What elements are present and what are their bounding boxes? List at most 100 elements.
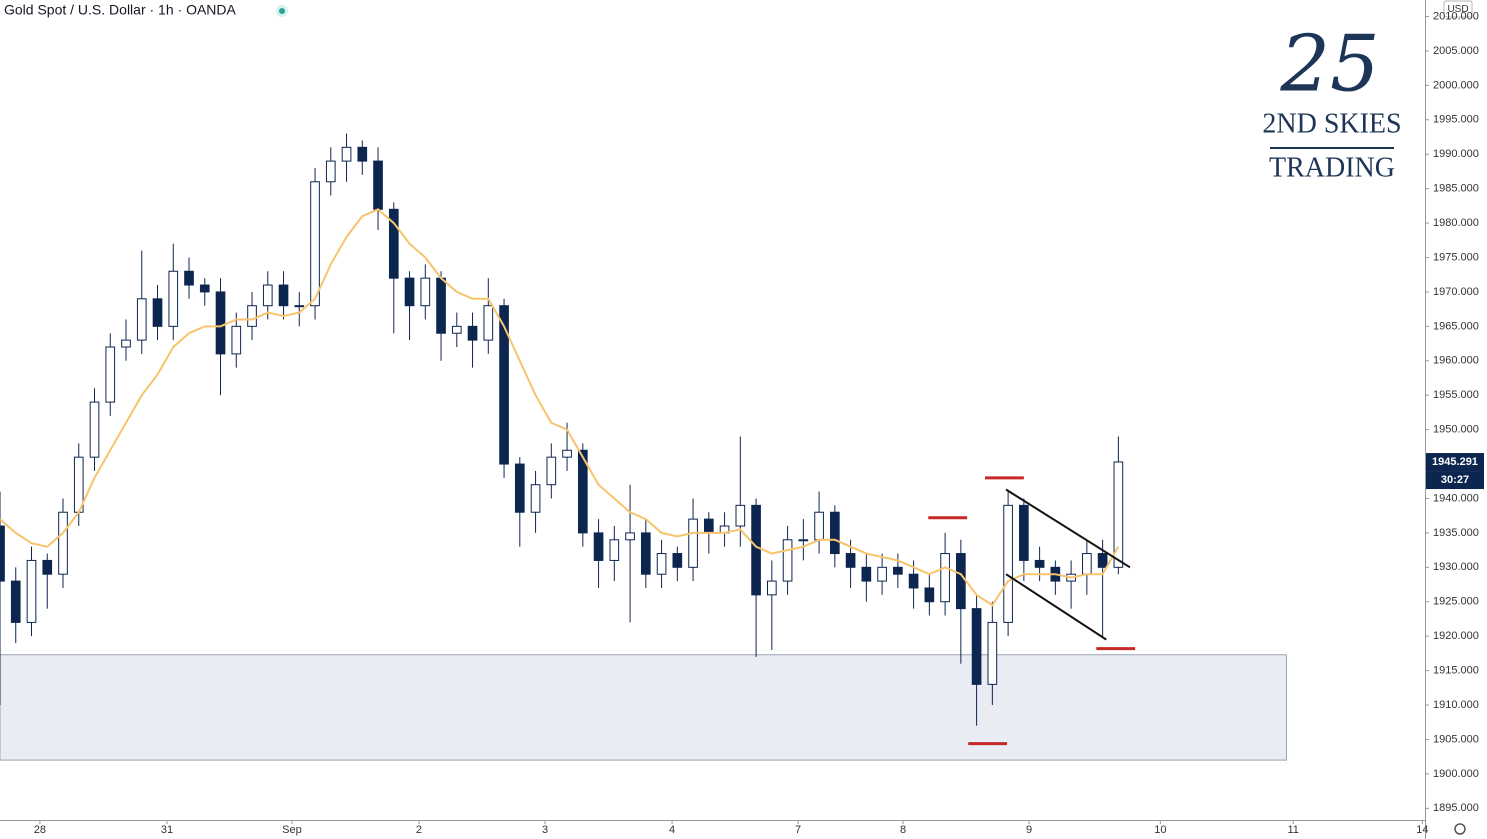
y-tick-label: 1970.000 [1433,286,1479,298]
candle-body [278,284,289,307]
candle-body [766,580,777,596]
y-tick-label: 1995.000 [1433,114,1479,126]
candle-body [152,298,163,327]
candle-body [89,401,100,458]
y-tick-label: 1935.000 [1433,527,1479,539]
channel-line [1005,573,1107,641]
candle-body [388,208,399,279]
candle-body [215,291,226,355]
y-tick-label: 1910.000 [1433,699,1479,711]
x-tick-label: 8 [900,824,906,836]
countdown-box [1426,471,1484,490]
candle-body [199,284,210,293]
x-tick-label: 14 [1416,824,1428,836]
candle-body [1113,461,1124,568]
candle-body [735,504,746,527]
candle-body [404,277,415,307]
currency-box [1443,0,1473,18]
candle-body [845,553,856,568]
candle-body [136,298,147,341]
candle-body [688,518,698,568]
candle-body [231,325,242,355]
candle-body [1034,559,1045,568]
candle-body [10,580,21,623]
candle-body [782,539,793,582]
candle-body [467,325,478,341]
candle-body [577,449,588,534]
candle-body [562,449,572,458]
currency: USD [1447,4,1468,15]
candle-body [971,608,982,685]
y-tick-label: 1975.000 [1433,251,1479,263]
candle-body [877,566,887,582]
candle-body [1082,553,1092,575]
candle-body [436,277,446,334]
price-label: 1945.291 [1432,456,1478,468]
y-tick-label: 1950.000 [1433,424,1479,436]
candle-body [814,511,824,541]
y-tick-label: 1980.000 [1433,217,1479,229]
y-tick-label: 1930.000 [1433,561,1479,573]
candle-body [121,339,131,348]
candle-body [514,463,525,513]
y-tick-label: 1905.000 [1433,733,1479,745]
x-tick-label: 4 [669,824,675,836]
x-tick-label: 2 [416,824,422,836]
candle-body [341,146,352,162]
y-tick-label: 1985.000 [1433,183,1479,195]
candle-body [861,566,872,582]
candle-body [640,532,651,575]
y-tick-label: 1900.000 [1433,768,1479,780]
candle-body [546,456,557,486]
candle-body [656,553,667,575]
y-tick-label: 2000.000 [1433,79,1479,91]
candle-body [325,160,336,183]
settings-icon[interactable] [1454,823,1466,835]
candle-body [262,284,273,307]
candle-body [310,181,320,307]
candle-body [830,511,840,555]
y-tick-label: 2005.000 [1433,45,1479,57]
candle-body [798,539,809,542]
chart-title: Gold Spot / U.S. Dollar · 1h · OANDA [4,2,237,18]
y-tick-label: 1915.000 [1433,665,1479,677]
candle-body [1003,504,1013,623]
y-tick-label: 1990.000 [1433,148,1479,160]
y-tick-label: 1960.000 [1433,355,1479,367]
y-tick-label: 1955.000 [1433,389,1479,401]
ema-line [0,208,1120,607]
x-tick-label: Sep [282,824,302,836]
candle-body [956,553,966,610]
candle-body [1019,504,1029,561]
x-tick-label: 7 [795,824,801,836]
candle-body [105,346,116,403]
candle-body [625,532,635,541]
candle-body [420,277,431,307]
plot-area [0,133,1287,761]
candle-body [451,325,462,334]
logo-mark: 25 [1279,20,1379,110]
candle-body [184,270,194,286]
x-tick-label: 31 [161,824,173,836]
candle-body [908,573,919,589]
candle-body [703,518,714,534]
candle-body [373,160,383,210]
candle-body [1097,553,1108,568]
candle-body [26,559,37,623]
x-tick-label: 3 [542,824,548,836]
candle-body [357,146,368,162]
y-tick-label: 1920.000 [1433,630,1479,642]
candle-body [987,621,998,685]
candle-body [940,553,950,603]
demand-zone [0,654,1287,761]
candle-body [672,553,683,568]
logo-line1: 2ND SKIES [1262,108,1401,139]
candle-body [609,539,620,561]
candle-body [499,305,509,465]
candle-body [247,305,257,327]
y-tick-label: 2010.000 [1433,10,1479,22]
y-tick-label: 1940.000 [1433,492,1479,504]
status-dot [279,8,285,14]
x-tick-label: 10 [1154,824,1166,836]
